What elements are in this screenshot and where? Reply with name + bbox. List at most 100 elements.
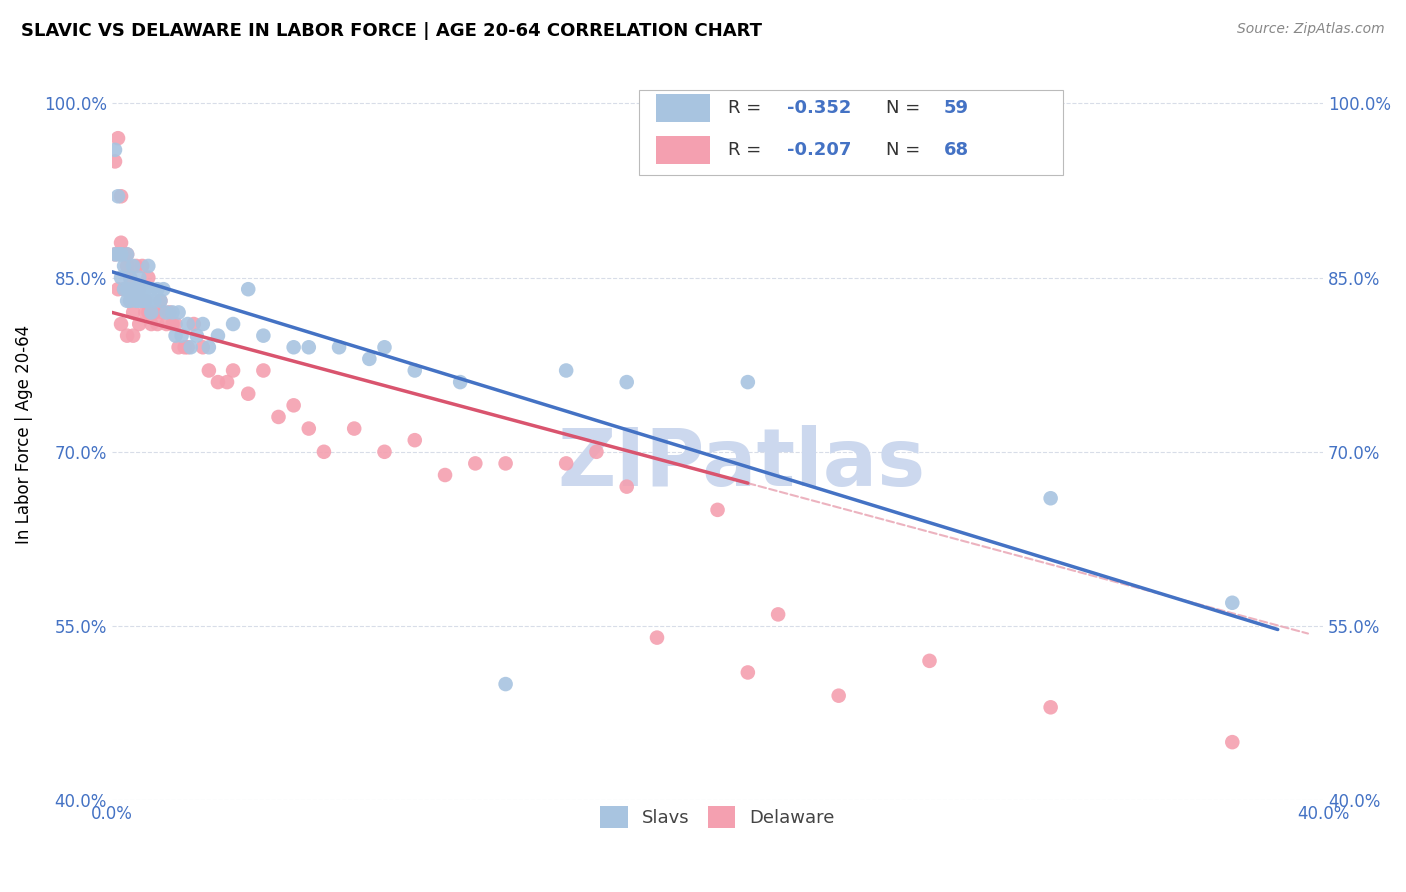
Point xyxy=(359,351,381,366)
Point xyxy=(141,305,163,319)
Point xyxy=(766,607,789,622)
Point xyxy=(155,305,177,319)
Y-axis label: In Labor Force | Age 20-64: In Labor Force | Age 20-64 xyxy=(15,325,32,544)
Text: 68: 68 xyxy=(943,141,969,159)
Point xyxy=(115,328,138,343)
Point xyxy=(706,503,728,517)
Point xyxy=(141,317,163,331)
Bar xyxy=(655,94,710,121)
Point xyxy=(122,282,145,296)
Point xyxy=(110,189,132,203)
Point xyxy=(207,328,229,343)
Point xyxy=(152,282,174,296)
Point xyxy=(373,444,395,458)
Point xyxy=(143,293,166,308)
Point xyxy=(128,317,150,331)
Point xyxy=(112,282,135,296)
Point xyxy=(149,293,172,308)
Point xyxy=(128,282,150,296)
FancyBboxPatch shape xyxy=(638,90,1063,175)
Point xyxy=(222,363,245,377)
Text: Source: ZipAtlas.com: Source: ZipAtlas.com xyxy=(1237,22,1385,37)
Point xyxy=(1220,596,1243,610)
Point xyxy=(120,293,142,308)
Point xyxy=(555,457,578,471)
Point xyxy=(328,340,350,354)
Point xyxy=(146,317,169,331)
Text: R =: R = xyxy=(728,99,768,117)
Point xyxy=(128,270,150,285)
Point xyxy=(167,305,190,319)
Point xyxy=(173,340,195,354)
Point xyxy=(115,247,138,261)
Point xyxy=(131,293,153,308)
Point xyxy=(616,480,638,494)
Point xyxy=(134,293,156,308)
Point xyxy=(104,247,127,261)
Point xyxy=(134,282,156,296)
Point xyxy=(134,293,156,308)
Point xyxy=(110,235,132,250)
Legend: Slavs, Delaware: Slavs, Delaware xyxy=(593,798,842,835)
Point xyxy=(222,317,245,331)
Point xyxy=(183,317,205,331)
Point xyxy=(198,363,221,377)
Point xyxy=(115,247,138,261)
Point xyxy=(125,293,148,308)
Point xyxy=(176,317,198,331)
Point xyxy=(645,631,668,645)
Point xyxy=(125,282,148,296)
Point xyxy=(131,293,153,308)
Point xyxy=(176,340,198,354)
Point xyxy=(104,143,127,157)
Point xyxy=(238,386,260,401)
Point xyxy=(136,270,159,285)
Point xyxy=(125,282,148,296)
Bar xyxy=(655,136,710,163)
Point xyxy=(165,328,187,343)
Point xyxy=(191,317,214,331)
Point xyxy=(918,654,941,668)
Text: 59: 59 xyxy=(943,99,969,117)
Point xyxy=(616,375,638,389)
Point xyxy=(120,270,142,285)
Point xyxy=(143,305,166,319)
Point xyxy=(104,247,127,261)
Point xyxy=(136,305,159,319)
Point xyxy=(107,189,129,203)
Point xyxy=(122,305,145,319)
Point xyxy=(107,131,129,145)
Point xyxy=(298,421,321,435)
Point xyxy=(110,247,132,261)
Text: ZIPatlas: ZIPatlas xyxy=(558,425,927,502)
Point xyxy=(267,409,290,424)
Point xyxy=(283,398,305,412)
Point xyxy=(495,677,517,691)
Point xyxy=(170,328,193,343)
Point xyxy=(149,293,172,308)
Point xyxy=(404,363,426,377)
Point xyxy=(1220,735,1243,749)
Point xyxy=(180,340,202,354)
Point xyxy=(122,328,145,343)
Point xyxy=(186,328,208,343)
Point xyxy=(555,363,578,377)
Text: N =: N = xyxy=(886,99,927,117)
Point xyxy=(125,259,148,273)
Point xyxy=(112,247,135,261)
Point xyxy=(827,689,849,703)
Point xyxy=(134,305,156,319)
Point xyxy=(120,270,142,285)
Point xyxy=(434,468,457,483)
Point xyxy=(215,375,238,389)
Point xyxy=(162,305,184,319)
Point xyxy=(131,259,153,273)
Point xyxy=(128,293,150,308)
Point xyxy=(152,305,174,319)
Point xyxy=(1039,700,1062,714)
Point xyxy=(737,375,759,389)
Point xyxy=(449,375,471,389)
Point xyxy=(107,282,129,296)
Point xyxy=(1039,491,1062,506)
Point xyxy=(159,305,181,319)
